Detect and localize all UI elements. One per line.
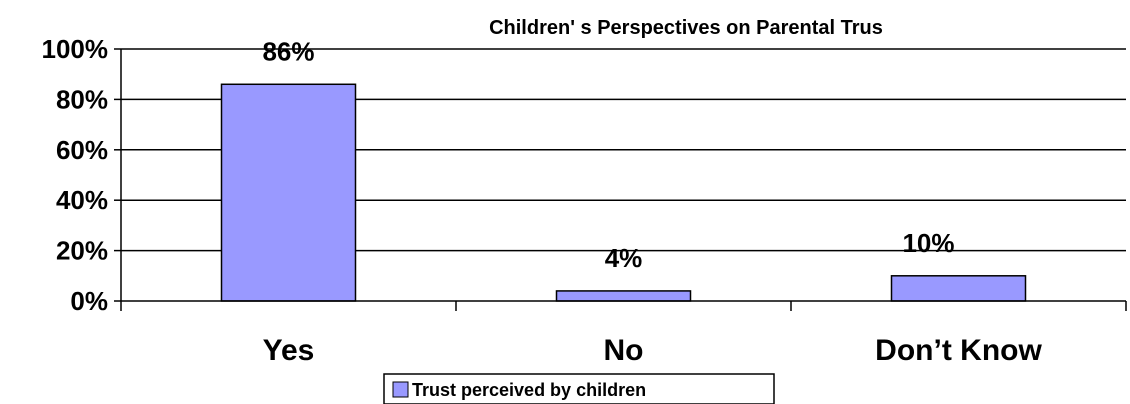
legend: Trust perceived by children — [383, 373, 775, 404]
legend-box — [383, 373, 775, 404]
bar — [220, 83, 357, 302]
data-label: 4% — [605, 243, 643, 273]
chart-title: Children' s Perspectives on Parental Tru… — [489, 17, 883, 39]
x-tick-label: Don’t Know — [875, 334, 1042, 367]
y-tick-label: 80% — [56, 84, 108, 114]
x-tick-label: No — [604, 334, 644, 367]
data-label: 10% — [902, 228, 954, 258]
y-tick-label: 40% — [56, 185, 108, 215]
x-tick-label: Yes — [263, 334, 315, 367]
bars — [220, 83, 1027, 302]
y-tick-label: 60% — [56, 135, 108, 165]
axes — [120, 49, 1126, 302]
x-axis-ticks: Yes No Don’t Know — [120, 301, 1127, 367]
data-label: 86% — [262, 36, 314, 66]
y-axis-ticks: 0% 20% 40% 60% 80% 100% — [42, 34, 121, 316]
bar — [890, 275, 1027, 302]
bar — [555, 290, 692, 302]
data-labels: 86% 4% 10% — [262, 36, 954, 273]
y-tick-label: 20% — [56, 236, 108, 266]
y-tick-label: 100% — [42, 34, 109, 64]
y-tick-label: 0% — [70, 286, 108, 316]
legend-label: Trust perceived by children — [412, 380, 646, 400]
legend-swatch — [392, 381, 409, 398]
